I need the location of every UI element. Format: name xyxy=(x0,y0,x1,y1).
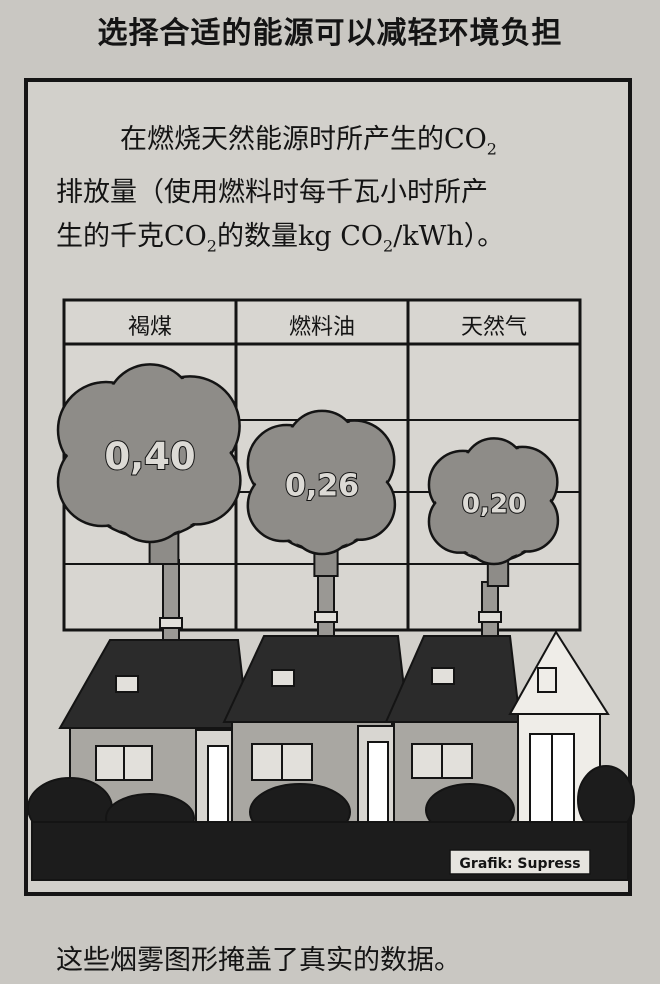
roof-window xyxy=(431,667,455,685)
house-door xyxy=(367,741,389,827)
title-line-3-a: 生的千克CO xyxy=(56,221,207,253)
category-label: 天然气 xyxy=(461,315,527,340)
gable-window xyxy=(537,667,557,693)
smoke-clouds: 0,40 0,26 0,20 xyxy=(56,363,560,588)
page-heading: 选择合适的能源可以减轻环境负担 xyxy=(97,16,563,51)
smoke-puff-fill xyxy=(288,412,356,480)
smoke-cloud-mark: 0,40 xyxy=(56,363,242,565)
credit-box xyxy=(449,849,591,875)
chimney-cap xyxy=(314,611,338,623)
chimney-cap xyxy=(478,611,502,623)
smoke-puff-fill xyxy=(467,509,521,562)
smoke-cloud-mark: 0,20 xyxy=(427,437,560,588)
title-line-3-sub1: 2 xyxy=(206,236,217,256)
house-gable xyxy=(508,630,610,715)
title-line-3-c: /kWh）。 xyxy=(393,221,505,253)
category-label: 褐煤 xyxy=(128,315,172,340)
house-roof xyxy=(222,635,410,723)
caption: 这些烟雾图形掩盖了真实的数据。 xyxy=(56,945,461,976)
smoke-puff-fill xyxy=(112,464,188,540)
chart-title: 在燃烧天然能源时所产生的CO2 排放量（使用燃料时每千瓦小时所产 生的千克CO2… xyxy=(56,118,616,269)
value-label: 0,26 xyxy=(285,468,359,503)
title-line-1: 在燃烧天然能源时所产生的CO2 xyxy=(56,118,616,171)
category-labels: 褐煤 燃料油 天然气 xyxy=(128,315,527,340)
value-label: 0,20 xyxy=(462,490,526,520)
smoke-cloud-mark: 0,26 xyxy=(246,409,397,577)
chimney-cap xyxy=(159,617,183,629)
value-label: 0,40 xyxy=(104,435,195,478)
title-line-1-text: 在燃烧天然能源时所产生的CO xyxy=(120,124,487,155)
title-line-3-b: 的数量kg CO xyxy=(216,221,384,253)
roof-window xyxy=(115,675,139,693)
house-door xyxy=(207,745,229,827)
title-line-3: 生的千克CO2的数量kg CO2/kWh）。 xyxy=(56,215,616,268)
title-line-3-sub2: 2 xyxy=(383,236,394,256)
title-line-1-sub: 2 xyxy=(486,139,497,159)
credit-label: Grafik: Supress xyxy=(459,856,580,872)
smoke-puff-fill xyxy=(291,491,353,552)
category-label: 燃料油 xyxy=(289,315,355,340)
house-roof xyxy=(58,639,250,729)
roof-window xyxy=(271,669,295,687)
title-line-2: 排放量（使用燃料时每千瓦小时所产 xyxy=(56,177,488,209)
smoke-puff-fill xyxy=(464,440,524,499)
smoke-puff-fill xyxy=(108,366,192,451)
